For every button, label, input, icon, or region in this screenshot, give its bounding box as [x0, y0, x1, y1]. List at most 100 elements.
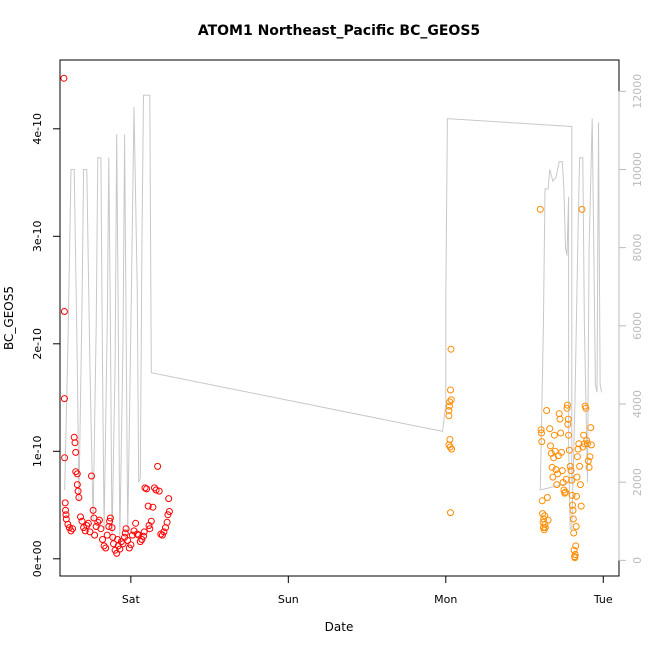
- data-point: [149, 503, 157, 511]
- data-point: [164, 511, 172, 519]
- data-point: [100, 542, 108, 550]
- data-point: [568, 491, 576, 499]
- data-point: [65, 524, 73, 532]
- data-point: [136, 538, 144, 546]
- data-point: [587, 441, 595, 449]
- data-point: [558, 448, 565, 456]
- data-point: [95, 516, 103, 524]
- y-tick-label: 3e-10: [31, 220, 44, 252]
- data-point: [570, 529, 578, 537]
- data-point: [133, 530, 141, 538]
- data-point: [585, 463, 593, 471]
- data-point: [140, 528, 148, 536]
- data-point: [572, 523, 580, 530]
- data-point: [78, 517, 86, 525]
- data-point: [122, 525, 130, 533]
- data-point: [105, 523, 113, 530]
- data-point: [60, 74, 68, 82]
- data-point: [72, 448, 80, 456]
- data-point: [576, 481, 584, 489]
- data-point: [448, 445, 456, 453]
- data-point: [446, 436, 454, 443]
- data-point: [147, 517, 155, 525]
- x-axis: Sat Sun Mon Tue: [122, 575, 613, 606]
- data-point: [560, 486, 568, 494]
- data-point: [538, 497, 546, 505]
- data-point: [538, 429, 545, 437]
- y2-tick-label: 2000: [631, 468, 644, 496]
- data-point: [141, 484, 149, 492]
- y-tick-label: 0e+00: [31, 540, 44, 577]
- data-point: [541, 524, 549, 532]
- data-point: [97, 525, 105, 533]
- data-point: [447, 345, 455, 353]
- data-point: [61, 454, 69, 462]
- data-point: [127, 541, 135, 549]
- data-point: [587, 424, 595, 432]
- data-point: [565, 446, 573, 454]
- data-point: [573, 453, 581, 461]
- data-point: [569, 515, 577, 523]
- data-point: [580, 431, 588, 439]
- data-point: [566, 462, 574, 470]
- data-point: [165, 495, 173, 503]
- data-point: [119, 540, 127, 548]
- data-point: [564, 415, 572, 423]
- data-point: [447, 509, 454, 517]
- data-point: [447, 386, 454, 394]
- data-point: [108, 524, 116, 532]
- y-tick-label: 4e-10: [31, 113, 44, 145]
- y2-tick-label: 8000: [631, 234, 644, 262]
- data-point: [155, 487, 163, 495]
- data-point: [70, 433, 78, 441]
- data-point: [144, 502, 152, 510]
- y-tick-label: 2e-10: [31, 328, 44, 360]
- x-tick-label: Mon: [434, 593, 457, 606]
- data-point: [556, 415, 564, 423]
- data-point: [445, 402, 453, 410]
- data-point: [553, 481, 561, 489]
- data-point: [106, 517, 114, 525]
- data-point: [84, 519, 92, 527]
- data-point: [72, 468, 80, 476]
- data-point: [537, 426, 545, 434]
- data-point: [563, 401, 571, 409]
- data-point: [549, 473, 557, 481]
- data-point: [106, 514, 114, 522]
- data-point: [557, 429, 565, 437]
- data-point: [77, 513, 84, 521]
- data-point: [165, 508, 173, 515]
- data-point: [99, 536, 106, 543]
- data-point: [64, 520, 72, 528]
- data-point: [563, 404, 571, 412]
- y-axis-label: BC_GEOS5: [2, 286, 16, 350]
- data-point: [445, 412, 453, 420]
- data-point: [568, 476, 576, 484]
- chart-title: ATOM1 Northeast_Pacific BC_GEOS5: [198, 23, 480, 39]
- data-point: [548, 463, 556, 471]
- data-point: [91, 531, 99, 539]
- data-point: [132, 519, 140, 527]
- data-point: [569, 501, 576, 509]
- data-point: [74, 487, 82, 495]
- data-point: [572, 542, 580, 550]
- data-point: [543, 494, 551, 501]
- data-point: [571, 551, 579, 558]
- data-point: [541, 512, 549, 520]
- x-axis-label: Date: [325, 620, 354, 634]
- plot-frame: [59, 59, 620, 577]
- data-point: [447, 396, 455, 404]
- data-point: [536, 205, 544, 213]
- y-axis-left: 0e+00 1e-10 2e-10 3e-10 4e-10: [31, 113, 61, 577]
- data-point: [565, 431, 573, 439]
- data-point: [550, 431, 558, 439]
- data-point: [94, 518, 102, 526]
- data-point: [158, 531, 166, 539]
- data-points-layer: [60, 74, 595, 562]
- data-point: [138, 536, 146, 543]
- data-point: [577, 502, 585, 510]
- data-point: [584, 440, 591, 448]
- data-point: [69, 525, 77, 533]
- data-point: [582, 404, 590, 412]
